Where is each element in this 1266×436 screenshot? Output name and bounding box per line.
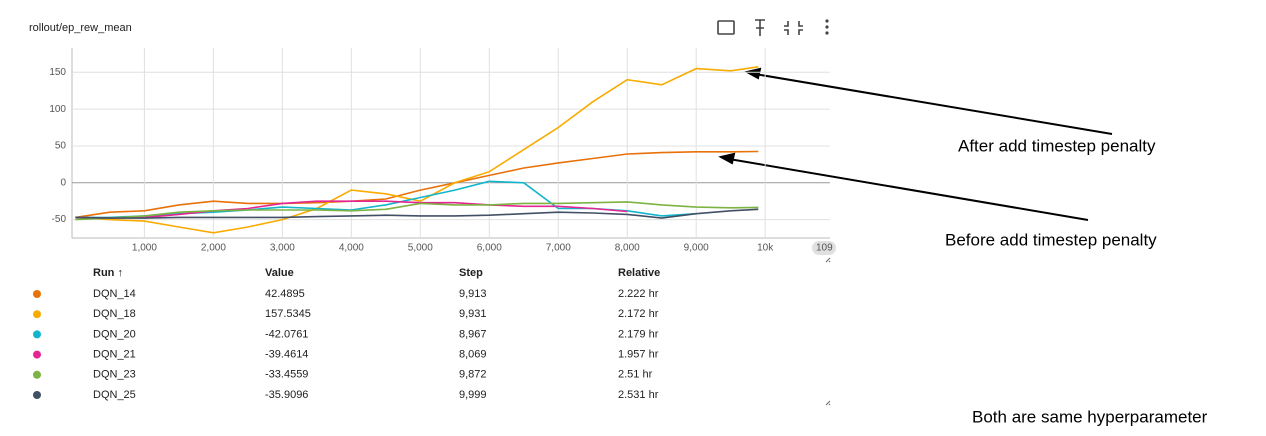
legend-dot: [33, 330, 41, 339]
series-line: [75, 66, 759, 234]
series-line: [75, 201, 759, 221]
menu-button[interactable]: [825, 19, 829, 35]
x-tick-label: 6,000: [477, 243, 502, 254]
y-tick-label: 0: [60, 177, 66, 188]
y-tick-label: 150: [49, 67, 66, 78]
annotation: After add timestep penalty: [958, 136, 1156, 155]
series-line: [75, 150, 759, 219]
table-cell: 8,069: [459, 349, 487, 361]
run-name: DQN_23: [93, 369, 136, 381]
legend-dot: [33, 310, 41, 319]
table-cell: 2.222 hr: [618, 288, 659, 300]
x-tick-label: 5,000: [408, 243, 433, 254]
table-cell: 9,931: [459, 308, 487, 320]
cursor-label: 109: [816, 243, 833, 254]
x-tick-label: 8,000: [615, 243, 640, 254]
table-cell: -39.4614: [265, 349, 308, 361]
table-cell: 157.5345: [265, 308, 311, 320]
annotations: [718, 67, 1113, 221]
annotation: Before add timestep penalty: [945, 230, 1157, 249]
x-tick-label: 9,000: [684, 243, 709, 254]
table-cell: 8,967: [459, 328, 487, 340]
y-tick-label: 50: [55, 141, 67, 152]
series-line: [75, 200, 628, 219]
table-cell: 42.4895: [265, 288, 305, 300]
arrow: [754, 73, 1113, 135]
annotation: Both are same hyperparameter: [972, 407, 1208, 426]
table-cell: 2.179 hr: [618, 328, 659, 340]
table-cell: 2.51 hr: [618, 369, 653, 381]
x-tick-label: 1,000: [132, 243, 157, 254]
fit-button[interactable]: [784, 21, 803, 35]
table-cell: 1.957 hr: [618, 349, 659, 361]
table-cell: -42.0761: [265, 328, 308, 340]
table-cell: 2.531 hr: [618, 389, 659, 401]
cursor-label-bg: [812, 241, 836, 255]
column-header: Run ↑: [93, 267, 123, 279]
run-name: DQN_18: [93, 308, 136, 320]
pin-button[interactable]: [755, 19, 765, 36]
table-cell: 2.172 hr: [618, 308, 659, 320]
run-name: DQN_20: [93, 328, 136, 340]
chart-title: rollout/ep_rew_mean: [29, 22, 132, 34]
fullscreen-button[interactable]: [717, 20, 735, 35]
run-name: DQN_25: [93, 389, 136, 401]
column-header: Value: [265, 267, 294, 279]
table-cell: -35.9096: [265, 389, 308, 401]
arrow-head: [744, 67, 762, 80]
legend-dot: [33, 370, 41, 379]
legend-dot: [33, 290, 41, 298]
run-name: DQN_21: [93, 349, 136, 361]
arrow: [728, 158, 1089, 221]
legend-dot: [33, 391, 41, 399]
toolbar: [717, 19, 829, 36]
x-tick-label: 10k: [757, 243, 774, 254]
y-tick-label: 100: [49, 104, 66, 115]
series-line: [75, 208, 759, 219]
table-cell: 9,872: [459, 369, 487, 381]
x-tick-label: 7,000: [546, 243, 571, 254]
run-name: DQN_14: [93, 288, 136, 300]
table-cell: 9,913: [459, 288, 487, 300]
y-tick-label: -50: [52, 214, 67, 225]
legend-dot: [33, 350, 41, 359]
x-tick-label: 4,000: [339, 243, 364, 254]
table-cell: -33.4559: [265, 369, 308, 381]
arrow-head: [718, 152, 736, 165]
x-tick-label: 2,000: [201, 243, 226, 254]
table-cell: 9,999: [459, 389, 487, 401]
column-header: Relative: [618, 267, 660, 279]
column-header: Step: [459, 267, 483, 279]
resize-handle[interactable]: [825, 257, 831, 406]
x-tick-label: 3,000: [270, 243, 295, 254]
